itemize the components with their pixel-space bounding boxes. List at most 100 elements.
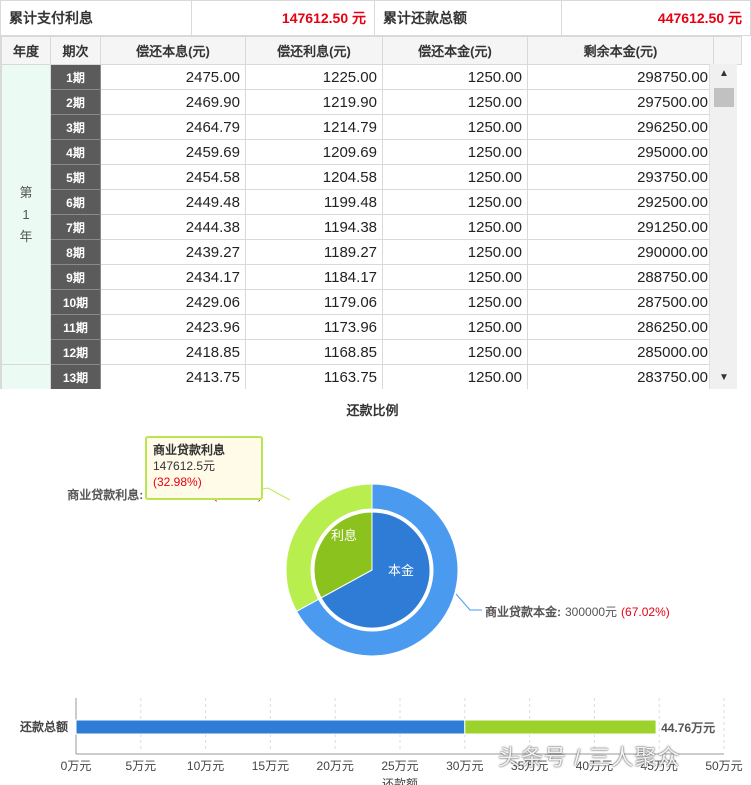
bar-x-tick-label: 25万元 [381,759,418,773]
tooltip-percent: (32.98%) [153,475,202,489]
pie-tooltip: 商业贷款利息 147612.5元 (32.98%) [145,436,263,500]
year-label-char: 年 [19,228,33,244]
remaining-cell: 293750.00 [527,164,714,190]
table-row: 7期 2444.38 1194.38 1250.00 291250.00 [2,214,742,240]
interest-cell: 1173.96 [245,314,383,340]
period-cell: 2期 [50,89,101,115]
principal-cell: 1250.00 [382,339,528,365]
principal-cell: 1250.00 [382,164,528,190]
total-cell: 2439.27 [100,239,246,265]
total-cell: 2464.79 [100,114,246,140]
label-principal-pct: (67.02%) [621,605,670,619]
interest-cell: 1163.75 [245,364,383,389]
remaining-cell: 291250.00 [527,214,714,240]
pie-inner-label-principal: 本金 [388,563,414,578]
table-row: 6期 2449.48 1199.48 1250.00 292500.00 [2,189,742,215]
year-label-char: 第 [19,184,33,200]
total-cell: 2423.96 [100,314,246,340]
pie-outer-slice-principal[interactable] [295,483,459,657]
pie-chart: 利息本金商业贷款利息:147612.5元(32.98%)商业贷款本金:30000… [67,483,670,657]
pie-chart-title: 还款比例 [346,403,399,418]
interest-cell: 1199.48 [245,189,383,215]
watermark: 头条号 / 三人聚众 [498,745,681,770]
table-header-row: 年度 期次 偿还本息(元) 偿还利息(元) 偿还本金(元) 剩余本金(元) [1,36,742,65]
total-interest-value: 147612.50 元 [192,1,375,35]
pie-inner-slice-interest[interactable] [313,511,373,599]
total-interest-label: 累计支付利息 [1,1,192,35]
period-cell: 1期 [50,64,101,90]
table-row: 3期 2464.79 1214.79 1250.00 296250.00 [2,114,742,140]
bar-x-tick-label: 40万元 [576,759,613,773]
total-cell: 2429.06 [100,289,246,315]
interest-cell: 1168.85 [245,339,383,365]
header-remaining: 剩余本金(元) [527,36,714,65]
bar-category-label: 还款总额 [19,719,68,734]
total-cell: 2469.90 [100,89,246,115]
pie-inner-slice-principal[interactable] [320,511,431,629]
table-row: 13期 2413.75 1163.75 1250.00 283750.00 [1,364,742,389]
pie-outer-label-principal: 商业贷款本金: 300000元 (67.02%) [485,604,670,619]
period-cell: 13期 [50,364,101,389]
table-row: 11期 2423.96 1173.96 1250.00 286250.00 [2,314,742,340]
principal-cell: 1250.00 [382,189,528,215]
principal-cell: 1250.00 [382,289,528,315]
bar-segment-1[interactable] [464,719,657,735]
label-interest-name: 商业贷款利息: [67,487,143,502]
principal-cell: 1250.00 [382,64,528,90]
label-principal-name: 商业贷款本金: [485,604,561,619]
total-repayment-label: 累计还款总额 [375,1,562,35]
interest-cell: 1204.58 [245,164,383,190]
period-cell: 8期 [50,239,101,265]
principal-cell: 1250.00 [382,114,528,140]
principal-cell: 1250.00 [382,139,528,165]
remaining-cell: 283750.00 [527,364,714,389]
pie-outer-slice-interest[interactable] [285,483,373,613]
total-repayment-value: 447612.50 元 [657,10,742,26]
scroll-up-arrow-icon[interactable]: ▲ [719,68,729,79]
total-cell: 2434.17 [100,264,246,290]
table-row: 4期 2459.69 1209.69 1250.00 295000.00 [2,139,742,165]
remaining-cell: 297500.00 [527,89,714,115]
scroll-down-arrow-icon[interactable]: ▼ [719,372,729,383]
interest-cell: 1184.17 [245,264,383,290]
remaining-cell: 286250.00 [527,314,714,340]
bar-x-axis-title: 还款额 [382,777,418,785]
table-scrollbar[interactable]: ▲ ▼ [709,64,737,389]
header-total: 偿还本息(元) [100,36,246,65]
interest-cell: 1219.90 [245,89,383,115]
bar-x-tick-label: 5万元 [125,759,156,773]
bar-x-tick-label: 35万元 [511,759,548,773]
schedule-table-container[interactable]: 年度 期次 偿还本息(元) 偿还利息(元) 偿还本金(元) 剩余本金(元) 第 1… [0,36,751,389]
bar-x-tick-label: 15万元 [252,759,289,773]
header-scroll-spacer [713,36,742,65]
interest-cell: 1179.06 [245,289,383,315]
period-cell: 5期 [50,164,101,190]
header-period: 期次 [50,36,101,65]
tooltip-title: 商业贷款利息 [153,443,226,457]
year-cell-next [1,364,51,389]
table-row: 第 1 年 1期 2475.00 1225.00 1250.00 298750.00 [1,64,742,365]
total-cell: 2444.38 [100,214,246,240]
period-cell: 9期 [50,264,101,290]
year-cell: 第 1 年 [1,64,51,365]
scroll-thumb[interactable] [714,88,734,107]
repayment-schedule-table: 年度 期次 偿还本息(元) 偿还利息(元) 偿还本金(元) 剩余本金(元) 第 1… [1,36,742,389]
total-cell: 2454.58 [100,164,246,190]
total-cell: 2418.85 [100,339,246,365]
leader-line-principal [455,593,482,611]
total-cell: 2449.48 [100,189,246,215]
header-interest: 偿还利息(元) [245,36,383,65]
interest-cell: 1194.38 [245,214,383,240]
table-row: 10期 2429.06 1179.06 1250.00 287500.00 [2,289,742,315]
total-cell: 2413.75 [100,364,246,389]
bar-segment-0[interactable] [75,719,466,735]
table-row: 8期 2439.27 1189.27 1250.00 290000.00 [2,239,742,265]
principal-cell: 1250.00 [382,314,528,340]
remaining-cell: 296250.00 [527,114,714,140]
remaining-cell: 285000.00 [527,339,714,365]
principal-cell: 1250.00 [382,239,528,265]
interest-cell: 1225.00 [245,64,383,90]
table-row: 5期 2454.58 1204.58 1250.00 293750.00 [2,164,742,190]
period-cell: 10期 [50,289,101,315]
interest-cell: 1214.79 [245,114,383,140]
